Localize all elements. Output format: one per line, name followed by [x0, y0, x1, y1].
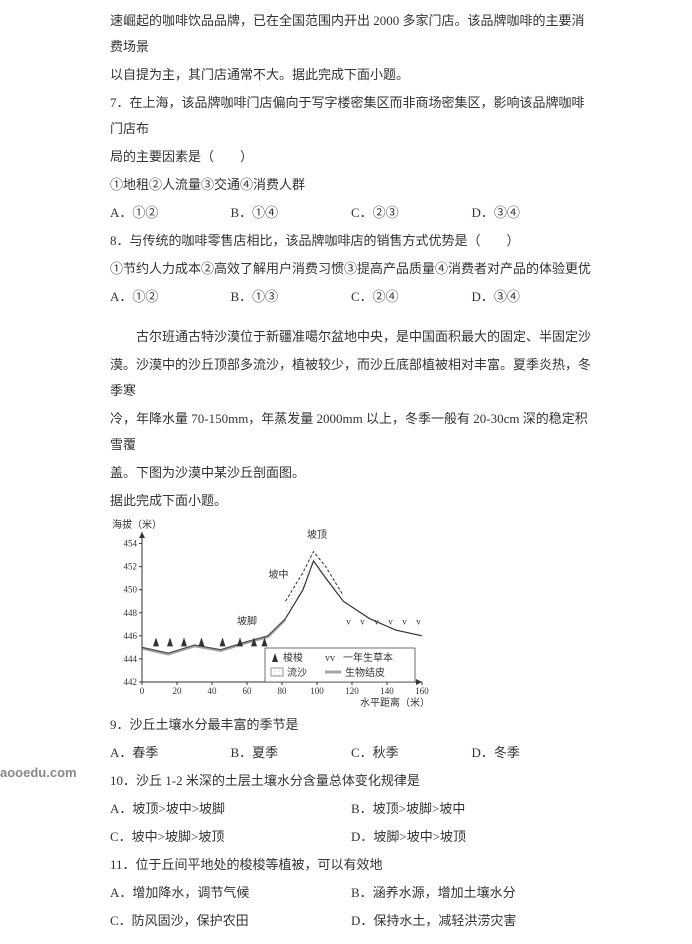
svg-text:生物结皮: 生物结皮: [345, 666, 385, 679]
q7-opt-c: C．②③: [351, 200, 472, 226]
svg-text:448: 448: [124, 608, 138, 618]
svg-text:水平距离（米）: 水平距离（米）: [360, 696, 430, 708]
svg-text:120: 120: [345, 686, 359, 696]
svg-text:v: v: [388, 616, 393, 626]
q7-items: ①地租②人流量③交通④消费人群: [110, 172, 592, 198]
svg-text:444: 444: [124, 654, 138, 664]
svg-text:v: v: [360, 616, 365, 626]
svg-text:梭梭: 梭梭: [283, 651, 303, 664]
svg-text:一年生草本: 一年生草本: [343, 651, 393, 664]
intro1-l1: 速崛起的咖啡饮品品牌，已在全国范围内开出 2000 多家门店。该品牌咖啡的主要消…: [110, 8, 592, 60]
q10-stem: 10．沙丘 1-2 米深的土层土壤水分含量总体变化规律是: [110, 768, 592, 794]
q11-opt-c: C．防风固沙，保护农田: [110, 908, 351, 934]
q11-stem: 11．位于丘间平地处的梭梭等植被，可以有效地: [110, 852, 592, 878]
svg-text:v: v: [346, 616, 351, 626]
svg-text:454: 454: [124, 539, 138, 549]
watermark: aooedu.com: [0, 765, 77, 780]
q10-opt-d: D．坡脚>坡中>坡顶: [351, 824, 592, 850]
q11-options: A．增加降水，调节气候 B．涵养水源，增加土壤水分: [110, 880, 592, 906]
dune-profile-chart: 0 20 40 60 80 100 120 140 160 442 444 446 448 450 452 4…: [110, 518, 430, 708]
svg-text:vv: vv: [325, 653, 335, 664]
svg-text:20: 20: [173, 686, 183, 696]
q8-opt-c: C．②④: [351, 284, 472, 310]
q8-items: ①节约人力成本②高效了解用户消费习惯③提高产品质量④消费者对产品的体验更优: [110, 256, 592, 282]
q7-opt-d: D．③④: [472, 200, 593, 226]
q8-opt-d: D．③④: [472, 284, 593, 310]
q9-opt-b: B．夏季: [231, 740, 352, 766]
chart-svg: 0 20 40 60 80 100 120 140 160 442 444 446 448 450 452 4…: [110, 518, 430, 708]
q8-opt-a: A．①②: [110, 284, 231, 310]
q7-stem-l1: 7．在上海，该品牌咖啡门店偏向于写字楼密集区而非商场密集区，影响该品牌咖啡门店布: [110, 90, 592, 142]
q11-options-2: C．防风固沙，保护农田 D．保持水土，减轻洪涝灾害: [110, 908, 592, 934]
svg-text:坡脚: 坡脚: [237, 614, 257, 627]
intro2-l2: 漠。沙漠中的沙丘顶部多流沙，植被较少，而沙丘底部植被相对丰富。夏季炎热，冬季寒: [110, 352, 592, 404]
svg-text:446: 446: [124, 631, 138, 641]
svg-text:140: 140: [380, 686, 394, 696]
svg-text:v: v: [416, 616, 421, 626]
q7-opt-b: B．①④: [231, 200, 352, 226]
svg-text:坡中: 坡中: [269, 568, 289, 581]
q9-opt-d: D．冬季: [472, 740, 593, 766]
intro1-l2: 以自提为主，其门店通常不大。据此完成下面小题。: [110, 62, 592, 88]
q8-opt-b: B．①③: [231, 284, 352, 310]
svg-text:452: 452: [124, 562, 138, 572]
intro2-l4: 盖。下图为沙漠中某沙丘剖面图。: [110, 460, 592, 486]
q9-options: A．春季 B．夏季 C．秋季 D．冬季: [110, 740, 592, 766]
intro2-l1: 古尔班通古特沙漠位于新疆准噶尔盆地中央，是中国面积最大的固定、半固定沙: [110, 324, 592, 350]
svg-text:40: 40: [208, 686, 218, 696]
q8-stem: 8．与传统的咖啡零售店相比，该品牌咖啡店的销售方式优势是（ ）: [110, 228, 592, 254]
svg-text:80: 80: [278, 686, 288, 696]
q10-opt-c: C．坡中>坡脚>坡顶: [110, 824, 351, 850]
svg-text:0: 0: [140, 686, 145, 696]
q9-opt-a: A．春季: [110, 740, 231, 766]
q7-options: A．①② B．①④ C．②③ D．③④: [110, 200, 592, 226]
svg-text:v: v: [402, 616, 407, 626]
q11-opt-d: D．保持水土，减轻洪涝灾害: [351, 908, 592, 934]
q7-stem-l2: 局的主要因素是（ ）: [110, 144, 592, 170]
intro2-l5: 据此完成下面小题。: [110, 488, 592, 514]
svg-text:坡顶: 坡顶: [307, 528, 327, 541]
q9-opt-c: C．秋季: [351, 740, 472, 766]
exam-page: 速崛起的咖啡饮品品牌，已在全国范围内开出 2000 多家门店。该品牌咖啡的主要消…: [0, 0, 692, 944]
svg-text:v: v: [374, 616, 379, 626]
intro2-l3: 冷，年降水量 70-150mm，年蒸发量 2000mm 以上，冬季一般有 20-…: [110, 406, 592, 458]
q11-opt-a: A．增加降水，调节气候: [110, 880, 351, 906]
svg-text:442: 442: [124, 677, 138, 687]
svg-text:100: 100: [310, 686, 324, 696]
q10-options-2: C．坡中>坡脚>坡顶 D．坡脚>坡中>坡顶: [110, 824, 592, 850]
q8-options: A．①② B．①③ C．②④ D．③④: [110, 284, 592, 310]
svg-text:流沙: 流沙: [287, 666, 307, 679]
svg-text:60: 60: [243, 686, 253, 696]
q11-opt-b: B．涵养水源，增加土壤水分: [351, 880, 592, 906]
svg-text:160: 160: [415, 686, 429, 696]
svg-text:450: 450: [124, 585, 138, 595]
svg-text:海拔（米）: 海拔（米）: [112, 518, 162, 531]
q9-stem: 9．沙丘土壤水分最丰富的季节是: [110, 712, 592, 738]
q7-opt-a: A．①②: [110, 200, 231, 226]
